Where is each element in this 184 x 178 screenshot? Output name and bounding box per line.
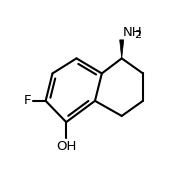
Text: 2: 2 <box>134 30 141 40</box>
Text: NH: NH <box>123 26 142 39</box>
Polygon shape <box>120 40 124 58</box>
Text: F: F <box>23 94 31 107</box>
Text: OH: OH <box>56 140 76 153</box>
